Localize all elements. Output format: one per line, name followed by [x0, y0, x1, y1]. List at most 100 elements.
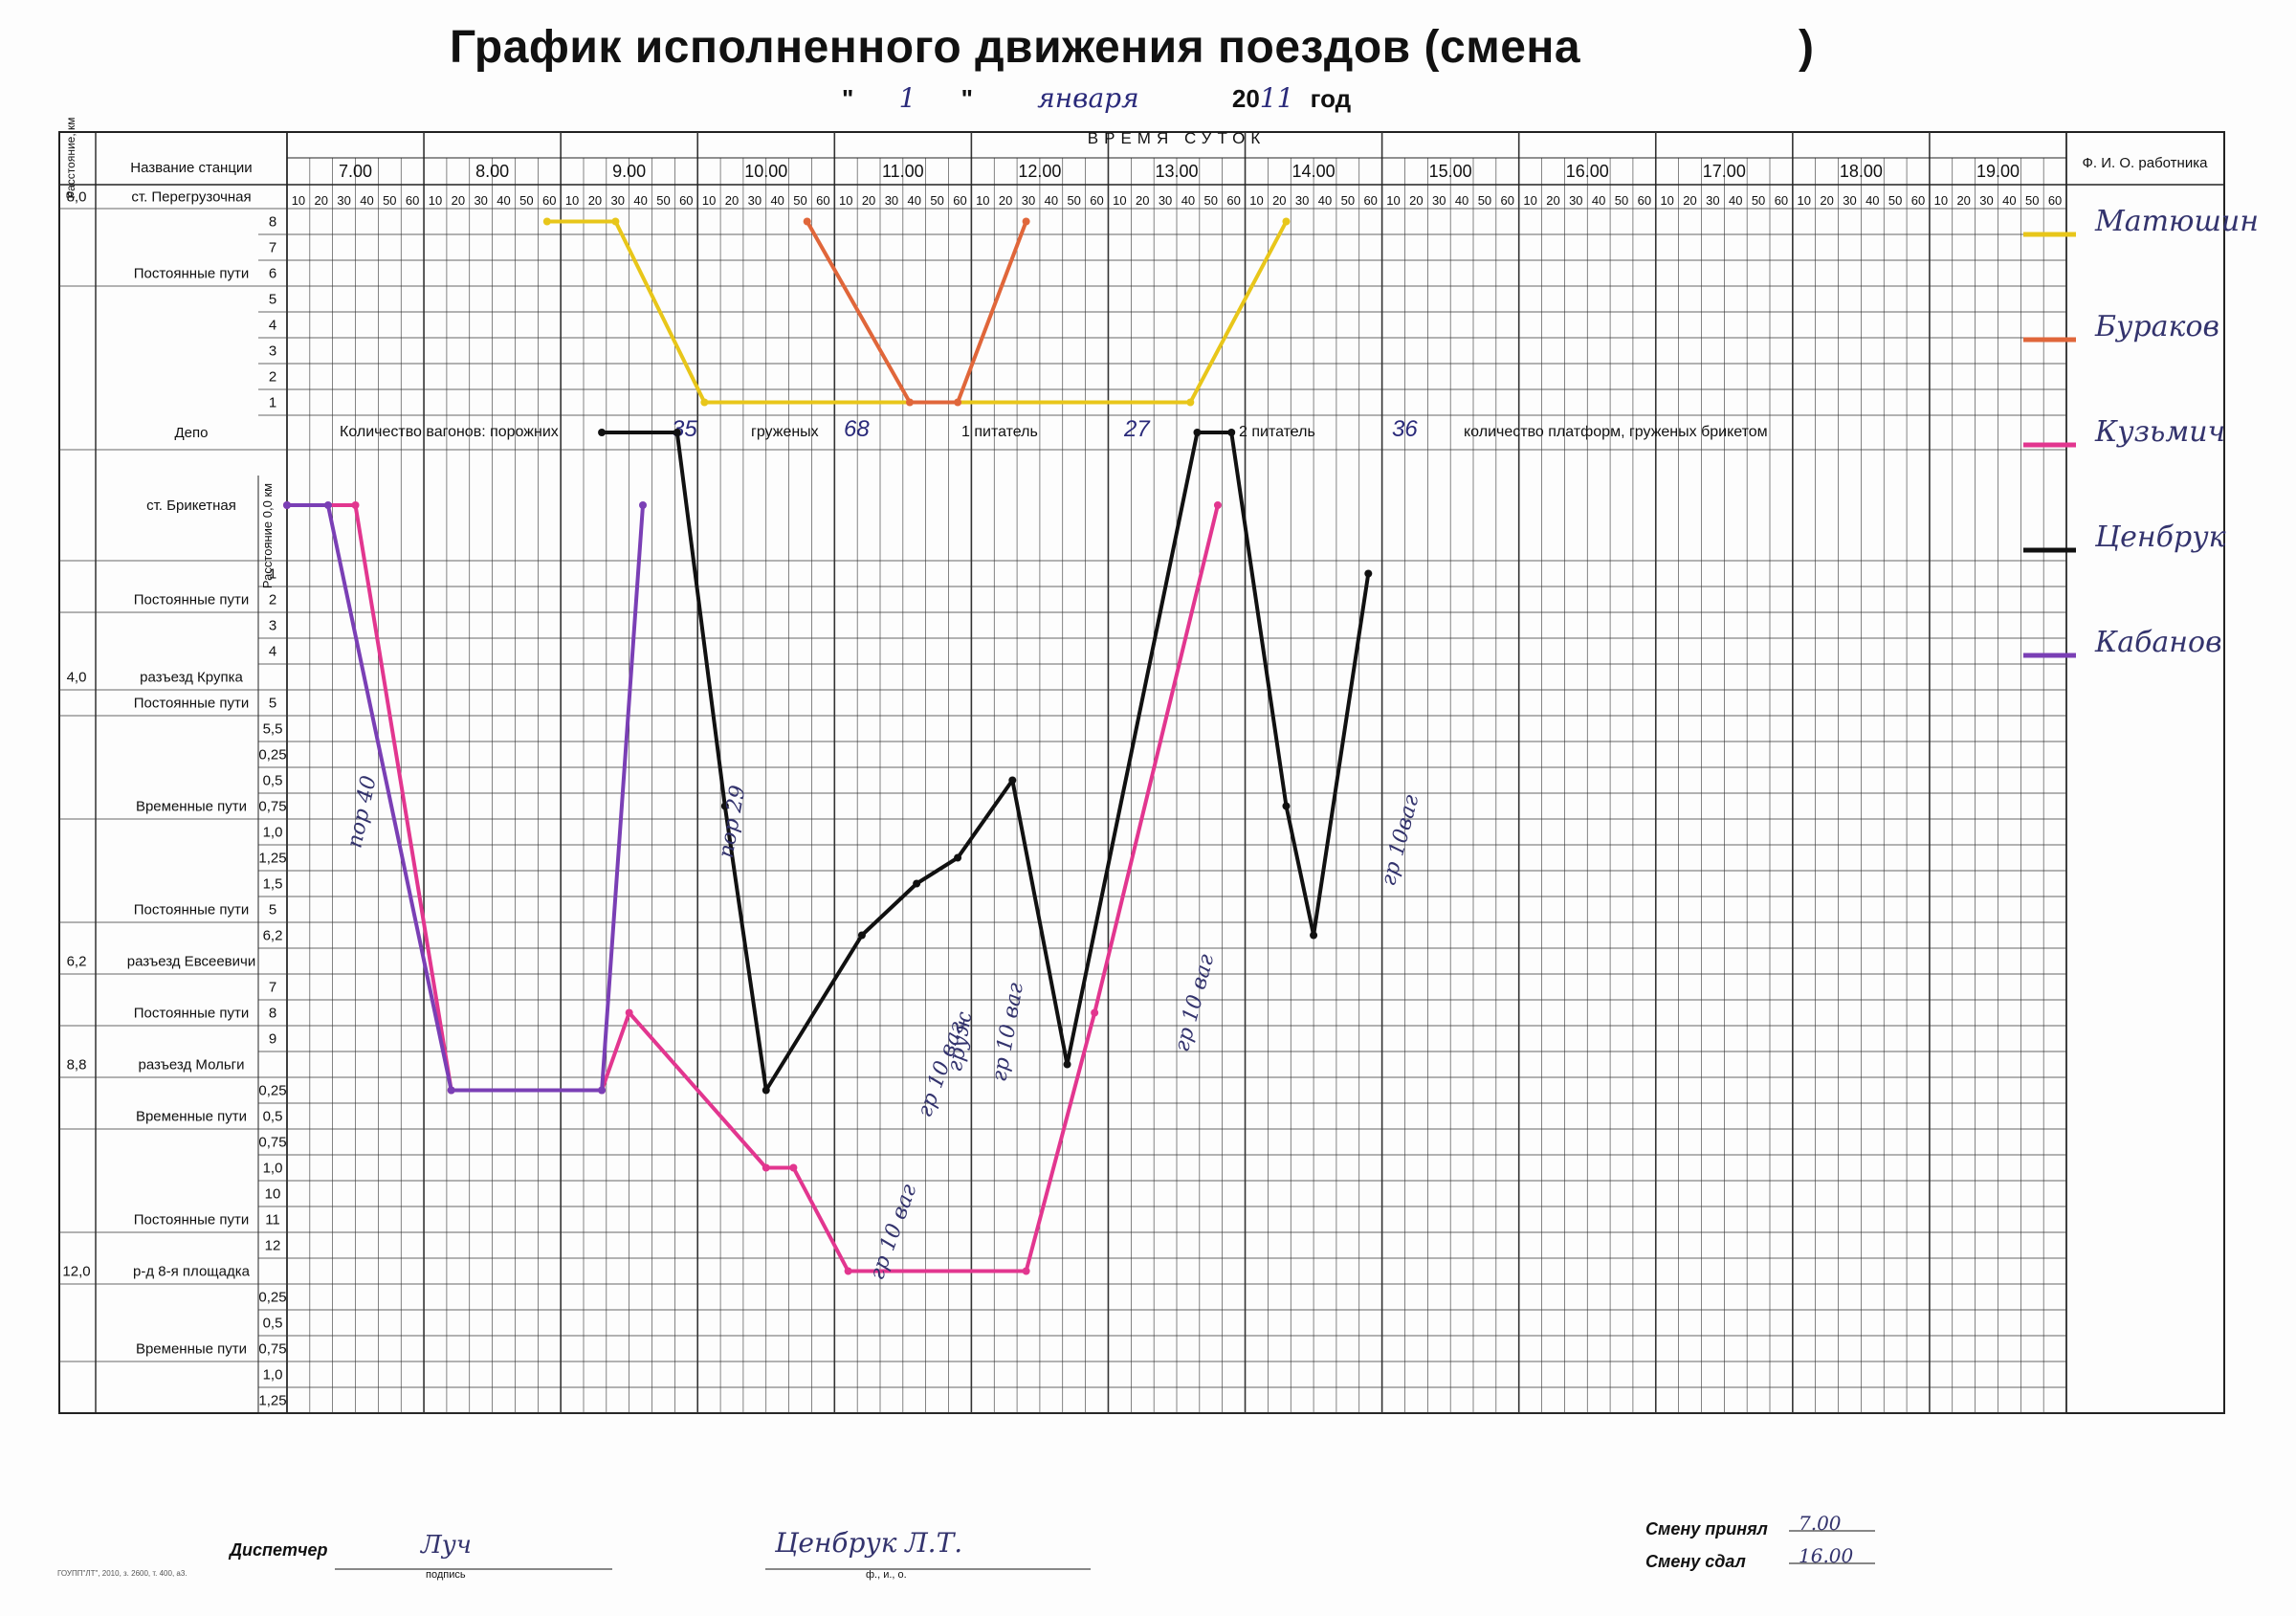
minute-tick: 60	[1501, 193, 1514, 208]
train-point	[447, 1086, 455, 1095]
distance-axis-label: Расстояние 0,0 км	[260, 483, 275, 588]
minute-tick: 10	[1934, 193, 1948, 208]
row-sub: 12	[265, 1238, 281, 1254]
worker-name: Ценбрук	[2094, 520, 2226, 554]
train-note: гр 10ваг	[1377, 792, 1424, 888]
minute-tick: 40	[1045, 193, 1058, 208]
row-sub: 1,25	[258, 1393, 286, 1409]
row-sub: 0,5	[263, 1109, 283, 1125]
minute-tick: 30	[1295, 193, 1309, 208]
train-point	[906, 398, 914, 407]
hour-label: 18.00	[1840, 162, 1883, 181]
row-station: ст. Перегрузочная	[131, 189, 251, 206]
distance-column-header: Расстояние, км	[64, 118, 77, 199]
hour-label: 14.00	[1292, 162, 1336, 181]
train-point	[1213, 501, 1222, 509]
train-point	[1008, 776, 1017, 785]
minute-tick: 50	[1615, 193, 1628, 208]
minute-tick: 40	[497, 193, 510, 208]
wagon-count-label_loaded: груженых	[751, 424, 819, 440]
train-point	[803, 217, 811, 226]
year-prefix: 20	[1231, 84, 1260, 113]
minute-tick: 60	[1911, 193, 1925, 208]
row-sub: 0,75	[258, 1341, 286, 1358]
minute-tick: 30	[611, 193, 625, 208]
row-station: Временные пути	[136, 799, 247, 815]
row-distance: 12,0	[62, 1264, 90, 1280]
row-sub: 10	[265, 1186, 281, 1203]
row-sub: 7	[269, 980, 276, 996]
train-point	[720, 802, 729, 810]
train-point	[1186, 398, 1195, 407]
dispatcher-name: Ценбрук Л.Т.	[775, 1527, 963, 1559]
minute-tick: 20	[725, 193, 739, 208]
worker-column-header: Ф. И. О. работника	[2083, 155, 2209, 171]
train-point	[954, 398, 962, 407]
date-quote-open: "	[842, 84, 854, 113]
minute-tick: 40	[360, 193, 373, 208]
row-station: Постоянные пути	[134, 696, 250, 712]
train-point	[1310, 931, 1318, 940]
minute-tick: 10	[1523, 193, 1536, 208]
row-sub: 5	[269, 292, 276, 308]
train-point	[1091, 1008, 1099, 1017]
row-station: Постоянные пути	[134, 266, 250, 282]
worker-name: Матюшин	[2094, 205, 2259, 238]
train-point	[857, 931, 866, 940]
row-sub: 3	[269, 343, 276, 360]
row-sub: 0,75	[258, 1135, 286, 1151]
minute-tick: 20	[1272, 193, 1286, 208]
minute-tick: 20	[862, 193, 875, 208]
row-sub: 2	[269, 592, 276, 609]
minute-tick: 10	[292, 193, 305, 208]
minute-tick: 20	[999, 193, 1012, 208]
dispatcher-label: Диспетчер	[230, 1540, 328, 1560]
row-distance: 6,2	[67, 954, 87, 970]
wagon-count-loaded: 68	[844, 416, 870, 442]
minute-tick: 20	[315, 193, 328, 208]
minute-tick: 60	[1226, 193, 1240, 208]
date-quote-close: "	[960, 84, 973, 113]
train-note: пор 40	[342, 774, 381, 851]
train-point	[1063, 1060, 1071, 1069]
year-label: год	[1310, 84, 1352, 113]
row-sub: 11	[265, 1212, 280, 1229]
minute-tick: 60	[1638, 193, 1651, 208]
minute-tick: 10	[839, 193, 852, 208]
minute-tick: 20	[1956, 193, 1970, 208]
row-sub: 1,5	[263, 876, 283, 893]
train-note: пор 29	[715, 784, 751, 860]
minute-tick: 60	[406, 193, 419, 208]
minute-tick: 10	[1113, 193, 1126, 208]
minute-tick: 30	[337, 193, 350, 208]
minute-tick: 60	[1090, 193, 1103, 208]
hour-label: 11.00	[882, 162, 924, 181]
worker-name: Бураков	[2094, 310, 2219, 343]
row-distance: 8,0	[67, 189, 87, 206]
train-line-5	[287, 503, 645, 1093]
minute-tick: 40	[1318, 193, 1332, 208]
row-sub: 2	[269, 369, 276, 386]
row-station: Постоянные пути	[134, 592, 250, 609]
row-sub: 0,25	[258, 1290, 286, 1306]
minute-tick: 60	[2048, 193, 2062, 208]
train-note: гр 10 ваг	[1170, 952, 1219, 1054]
train-point	[283, 501, 291, 509]
row-station: Постоянные пути	[134, 1006, 250, 1022]
minute-tick: 10	[702, 193, 716, 208]
hour-label: 13.00	[1155, 162, 1198, 181]
page-title: График исполненного движения поездов (см…	[450, 22, 1581, 73]
row-sub: 6,2	[263, 928, 283, 944]
minute-tick: 10	[565, 193, 579, 208]
minute-tick: 60	[816, 193, 829, 208]
train-point	[1022, 217, 1030, 226]
train-point	[673, 429, 681, 436]
minute-tick: 20	[452, 193, 465, 208]
minute-tick: 50	[930, 193, 943, 208]
minute-tick: 30	[1843, 193, 1856, 208]
train-point	[611, 217, 620, 226]
minute-tick: 30	[1979, 193, 1993, 208]
row-sub: 5	[269, 696, 276, 712]
train-point	[1227, 429, 1236, 436]
row-sub: 9	[269, 1031, 276, 1048]
